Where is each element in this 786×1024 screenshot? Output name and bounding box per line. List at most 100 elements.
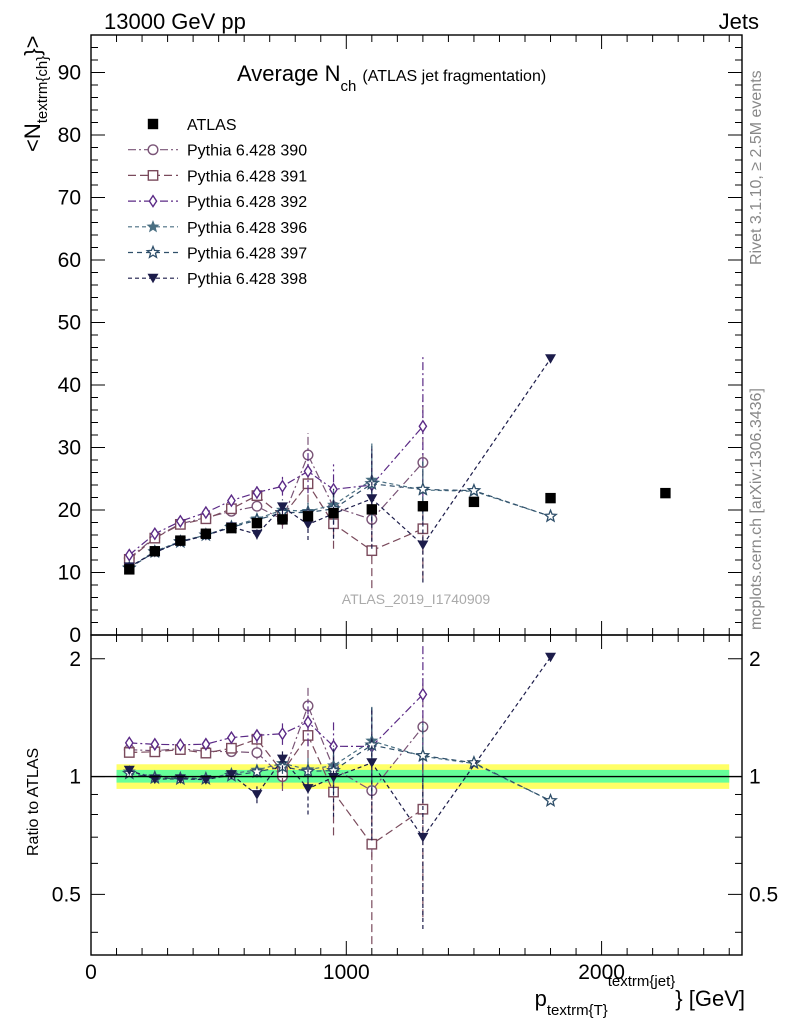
data-point bbox=[545, 354, 557, 364]
ratio-tick-label-right: 1 bbox=[749, 766, 761, 789]
reference-point bbox=[124, 564, 135, 575]
legend-item: Pythia 6.428 391 bbox=[128, 168, 307, 185]
data-point bbox=[366, 494, 378, 504]
chart-title-sub: ch bbox=[341, 78, 357, 95]
data-point bbox=[251, 500, 263, 512]
analysis-watermark: ATLAS_2019_I1740909 bbox=[342, 591, 491, 607]
chart-title: Average Nch (ATLAS jet fragmentation) bbox=[237, 61, 546, 95]
series-line bbox=[128, 482, 424, 560]
ratio-point bbox=[278, 726, 287, 741]
y-axis-label: <Ntextrm{ch}}> bbox=[20, 36, 51, 152]
y-tick-label: 70 bbox=[58, 187, 81, 210]
ratio-tick-label-left: 0.5 bbox=[52, 883, 81, 906]
x-tick-label: 2000 bbox=[578, 961, 625, 984]
ratio-point bbox=[302, 784, 314, 794]
ratio-point bbox=[366, 758, 378, 768]
data-point bbox=[251, 529, 263, 540]
data-point bbox=[543, 508, 558, 523]
series-line bbox=[129, 358, 551, 568]
legend-label: Pythia 6.428 397 bbox=[187, 246, 307, 263]
ratio-frame bbox=[90, 634, 743, 956]
ratio-point bbox=[252, 728, 262, 743]
rivet-label: Rivet 3.1.10, ≥ 2.5M events bbox=[748, 70, 765, 265]
legend-marker bbox=[147, 169, 159, 181]
y-axis-label-close: }> bbox=[20, 36, 45, 56]
legend-label: Pythia 6.428 390 bbox=[187, 143, 307, 160]
x-axis-label-p: p bbox=[535, 986, 547, 1011]
ratio-point bbox=[276, 754, 288, 765]
reference-point bbox=[277, 514, 288, 525]
ratio-point bbox=[251, 747, 263, 759]
ratio-point bbox=[175, 738, 185, 752]
y-tick-label: 40 bbox=[58, 374, 81, 397]
ratio-point bbox=[415, 747, 431, 762]
ratio-point bbox=[150, 737, 160, 752]
reference-point bbox=[251, 517, 263, 529]
x-axis-label-sup: textrm{jet} bbox=[608, 973, 676, 990]
reference-point bbox=[200, 528, 212, 539]
reference-point bbox=[366, 504, 378, 515]
series-layer bbox=[121, 354, 558, 945]
legend-marker bbox=[145, 244, 161, 259]
legend-item: Pythia 6.428 397 bbox=[128, 244, 307, 263]
data-point bbox=[150, 526, 160, 541]
ratio-line bbox=[129, 693, 424, 748]
ratio-line bbox=[129, 704, 424, 792]
data-point bbox=[226, 493, 236, 508]
reference-point bbox=[149, 546, 161, 557]
x-axis-label-sub: textrm{T} bbox=[547, 1002, 608, 1019]
ratio-point bbox=[303, 715, 313, 729]
ratio-point bbox=[249, 764, 265, 779]
reference-point bbox=[545, 492, 556, 504]
ratio-point bbox=[226, 742, 237, 754]
ratio-line bbox=[129, 656, 551, 839]
ratio-point bbox=[225, 770, 237, 780]
legend-item: ATLAS bbox=[147, 117, 237, 134]
reference-point bbox=[302, 511, 314, 522]
ratio-point bbox=[545, 652, 557, 663]
legend-marker bbox=[147, 144, 159, 156]
reference-layer bbox=[91, 487, 742, 778]
legend-label: Pythia 6.428 398 bbox=[187, 271, 307, 288]
header-left-label: 13000 GeV pp bbox=[104, 9, 246, 34]
ratio-y-axis-label: Ratio to ATLAS bbox=[25, 748, 42, 856]
chart-title-main: Average N bbox=[237, 61, 341, 86]
ratio-line bbox=[129, 734, 424, 846]
series-2 bbox=[123, 465, 429, 945]
legend-item: Pythia 6.428 392 bbox=[128, 194, 307, 211]
reference-point bbox=[175, 535, 186, 546]
data-point bbox=[278, 479, 287, 494]
ratio-tick-label-right: 0.5 bbox=[749, 883, 778, 906]
ratio-tick-label-left: 1 bbox=[69, 766, 81, 789]
data-point bbox=[418, 419, 428, 434]
data-point bbox=[302, 519, 314, 530]
y-tick-label: 30 bbox=[58, 437, 81, 460]
y-tick-label: 90 bbox=[58, 62, 81, 85]
ratio-point bbox=[328, 772, 340, 783]
legend-marker bbox=[147, 273, 159, 284]
legend-label: Pythia 6.428 392 bbox=[187, 194, 307, 211]
ratio-point bbox=[201, 737, 211, 751]
reference-point bbox=[660, 487, 671, 499]
y-tick-label: 20 bbox=[58, 499, 81, 522]
reference-point bbox=[328, 507, 339, 519]
ratio-point bbox=[200, 775, 212, 785]
reference-point bbox=[226, 522, 237, 534]
ratio-point bbox=[418, 687, 428, 702]
y-tick-label: 0 bbox=[69, 624, 81, 647]
ratio-tick-label-left: 2 bbox=[69, 648, 81, 671]
legend-item: Pythia 6.428 390 bbox=[128, 143, 307, 160]
data-point bbox=[415, 481, 431, 496]
ratio-point bbox=[466, 755, 482, 770]
series-line bbox=[128, 425, 424, 556]
series-line bbox=[128, 479, 551, 569]
legend-label: Pythia 6.428 396 bbox=[187, 220, 307, 237]
ratio-point bbox=[366, 838, 378, 850]
data-point bbox=[201, 505, 211, 520]
ratio-point bbox=[417, 832, 429, 843]
x-axis-label-unit: } [GeV] bbox=[675, 986, 745, 1011]
x-tick-label: 0 bbox=[85, 961, 97, 984]
data-point bbox=[252, 485, 262, 500]
y-tick-label: 50 bbox=[58, 312, 81, 335]
data-point bbox=[276, 502, 288, 512]
